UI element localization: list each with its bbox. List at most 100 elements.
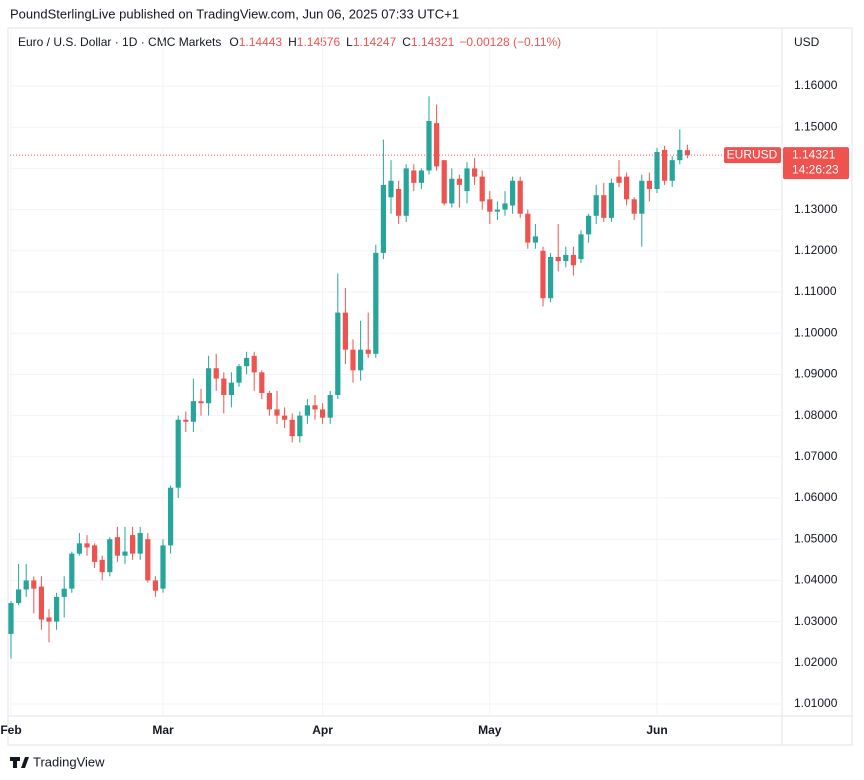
y-tick-label: 1.15000: [794, 119, 838, 133]
candle-body: [190, 401, 196, 422]
candle-body: [259, 372, 265, 393]
candle-body: [320, 409, 326, 418]
candle-body: [342, 312, 348, 350]
candle-body: [335, 312, 341, 396]
y-tick-label: 1.01000: [794, 696, 838, 710]
ohlc-value: 1.14321: [411, 35, 455, 49]
candle-body: [38, 586, 44, 620]
y-tick-label: 1.12000: [794, 243, 838, 257]
candle-body: [669, 160, 675, 181]
candle-body: [122, 551, 128, 556]
candle-body: [297, 415, 303, 437]
x-tick-label: Mar: [152, 723, 174, 737]
y-tick-label: 1.13000: [794, 202, 838, 216]
candle-body: [601, 195, 607, 218]
candle-body: [456, 178, 462, 185]
ohlc-letter: H: [288, 35, 297, 49]
candle-body: [525, 213, 531, 243]
y-tick-label: 1.11000: [794, 284, 837, 298]
chart-frame: [7, 27, 853, 746]
candle-body: [198, 401, 204, 404]
price-tag: [783, 147, 849, 180]
candle-body: [441, 160, 447, 204]
candle-body: [411, 170, 417, 183]
candle-body: [662, 149, 668, 181]
candle-body: [236, 366, 242, 383]
ohlc-value: 1.14443: [239, 35, 283, 49]
candle-body: [517, 180, 523, 214]
candle-body: [608, 182, 614, 218]
candle-body: [114, 537, 120, 556]
candle-body: [266, 392, 272, 410]
y-tick-label: 1.10000: [794, 325, 838, 339]
candle-body: [396, 189, 402, 216]
candle-body: [487, 199, 493, 212]
candle-body: [472, 168, 478, 177]
candle-body: [646, 180, 652, 190]
y-tick-label: 1.03000: [794, 614, 838, 628]
x-tick-label: May: [478, 723, 502, 737]
candle-body: [586, 215, 592, 235]
candle-body: [593, 195, 599, 216]
instrument: Euro / U.S. Dollar · 1D · CMC Markets: [18, 35, 221, 49]
candle-body: [555, 256, 561, 262]
candle-body: [403, 168, 409, 216]
change: −0.00128 (−0.11%): [459, 35, 561, 49]
candle-body: [107, 539, 113, 573]
candle-body: [502, 203, 508, 210]
candle-body: [206, 368, 212, 404]
candle-body: [449, 178, 455, 204]
candle-body: [244, 357, 250, 367]
y-tick-label: 1.16000: [794, 78, 838, 92]
candle-body: [31, 580, 37, 589]
candle-body: [54, 596, 60, 622]
candle-body: [183, 419, 189, 422]
candle-body: [99, 559, 105, 573]
candle-body: [69, 553, 75, 589]
candle-body: [388, 180, 394, 198]
candle-body: [8, 603, 14, 634]
candle-body: [16, 589, 22, 604]
candle-body: [631, 199, 637, 214]
candle-body: [373, 252, 379, 354]
x-tick-label: Jun: [646, 723, 667, 737]
candle-body: [289, 419, 295, 437]
ohlc-letter: C: [402, 35, 411, 49]
candle-body: [654, 151, 660, 190]
footer-logo: TradingView: [10, 754, 105, 769]
candle-body: [228, 382, 234, 396]
candle-body: [563, 254, 569, 262]
candle-body: [510, 180, 516, 206]
ohlc-legend: Euro / U.S. Dollar · 1D · CMC Markets O1.…: [18, 35, 561, 49]
candle-body: [418, 170, 424, 183]
candle-body: [464, 168, 470, 192]
candle-body: [130, 535, 136, 554]
y-tick-label: 1.09000: [794, 367, 838, 381]
x-tick-label: Feb: [0, 723, 21, 737]
candle-body: [23, 580, 29, 590]
candle-body: [540, 250, 546, 299]
candle-body: [624, 176, 630, 200]
y-tick-label: 1.07000: [794, 449, 838, 463]
candle-body: [160, 545, 166, 589]
y-tick-label: 1.02000: [794, 655, 838, 669]
x-tick-label: Apr: [312, 723, 333, 737]
candle-body: [251, 355, 257, 373]
candle-body: [145, 539, 151, 581]
countdown-label: 14:26:23: [792, 162, 839, 176]
candle-body: [175, 419, 181, 488]
candle-body: [137, 533, 143, 554]
symbol-label: EURUSD: [727, 147, 778, 161]
candle-body: [616, 176, 622, 183]
candle-body: [274, 409, 280, 416]
ohlc-value: 1.14247: [353, 35, 397, 49]
candle-body: [434, 123, 440, 167]
brand: TradingView: [33, 754, 105, 769]
candle-body: [570, 254, 576, 266]
candle-body: [426, 121, 432, 171]
candle-body: [479, 176, 485, 202]
candle-body: [84, 543, 90, 548]
candle-body: [168, 487, 174, 546]
